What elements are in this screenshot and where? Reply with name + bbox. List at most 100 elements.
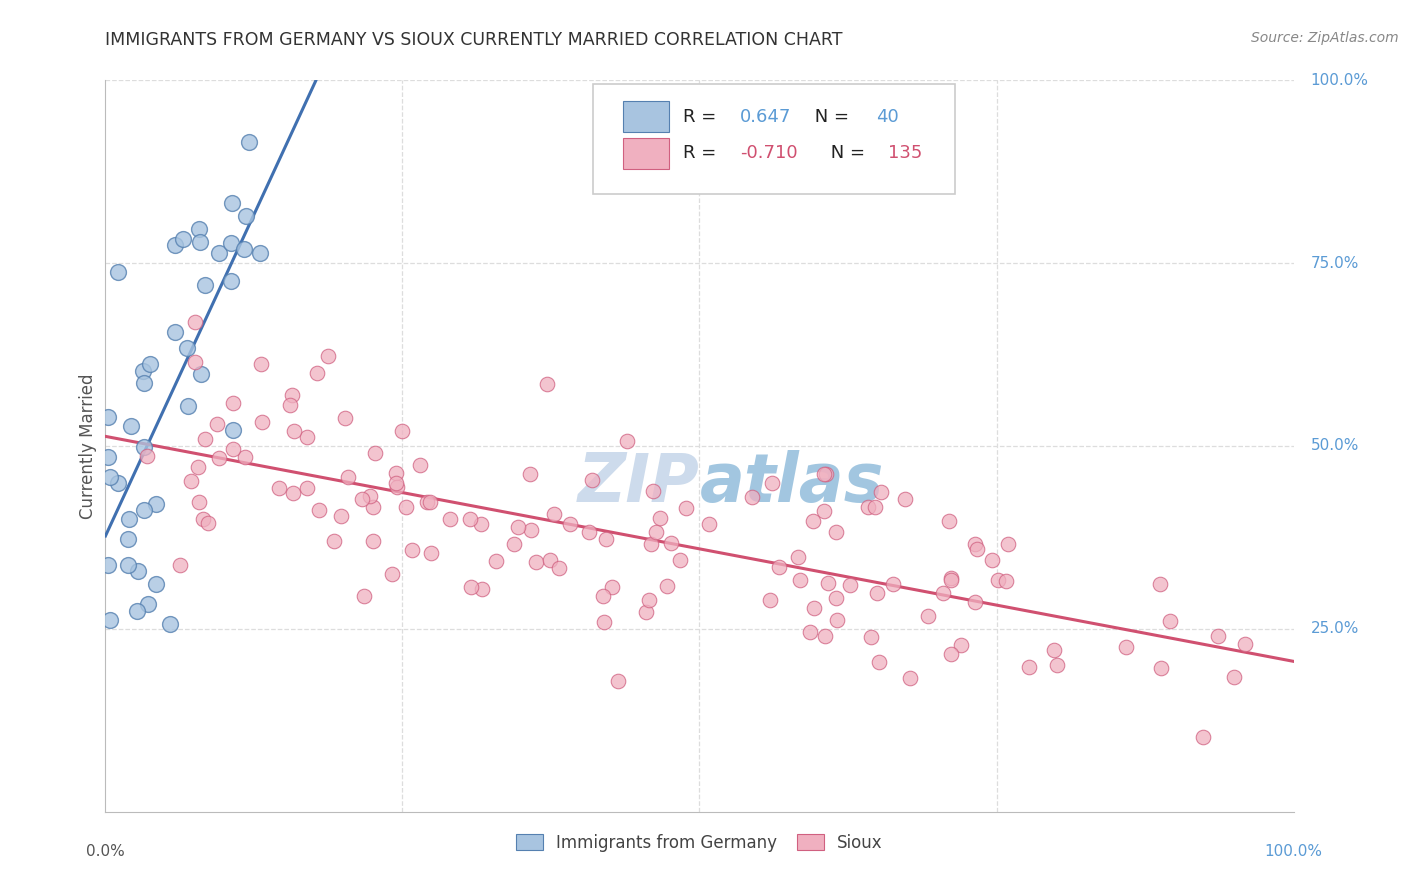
Point [866, 586, 889, 600]
Point [697, 516, 720, 531]
Point [1159, 614, 1181, 628]
Point [359, 488, 381, 502]
Point [391, 425, 413, 439]
Point [931, 585, 953, 599]
Point [233, 450, 256, 464]
Point [308, 503, 330, 517]
Text: IMMIGRANTS FROM GERMANY VS SIOUX CURRENTLY MARRIED CORRELATION CHART: IMMIGRANTS FROM GERMANY VS SIOUX CURRENT… [105, 31, 844, 49]
Point [644, 525, 666, 540]
Point [107, 265, 129, 279]
Text: 25.0%: 25.0% [1310, 622, 1358, 636]
Point [963, 595, 986, 609]
Point [197, 516, 219, 531]
Point [159, 616, 181, 631]
Point [638, 592, 661, 607]
Point [592, 615, 614, 630]
Point [981, 553, 1004, 567]
Point [118, 512, 141, 526]
Point [595, 533, 617, 547]
Point [385, 466, 408, 480]
Point [316, 350, 339, 364]
Point [1234, 637, 1257, 651]
Point [817, 576, 839, 591]
Point [120, 419, 142, 434]
Point [813, 467, 835, 481]
Point [283, 486, 305, 500]
Point [675, 501, 697, 516]
Point [538, 553, 561, 567]
Point [547, 560, 569, 574]
Point [917, 608, 939, 623]
Text: 0.647: 0.647 [740, 108, 792, 126]
Point [190, 367, 212, 381]
Point [364, 446, 387, 460]
Point [420, 546, 443, 560]
Point [333, 410, 356, 425]
Point [581, 473, 603, 487]
Point [416, 495, 439, 509]
Point [799, 625, 821, 640]
Point [858, 500, 880, 514]
Point [458, 512, 481, 526]
Point [824, 591, 846, 605]
Point [385, 480, 408, 494]
Point [97, 450, 120, 464]
Point [1206, 629, 1229, 643]
Point [295, 482, 318, 496]
Point [169, 558, 191, 572]
Point [184, 355, 207, 369]
Point [132, 440, 155, 454]
Point [526, 555, 548, 569]
Point [636, 605, 658, 619]
Text: 40: 40 [876, 108, 900, 126]
Point [222, 442, 245, 457]
Point [107, 476, 129, 491]
Point [643, 484, 665, 499]
Point [238, 135, 260, 149]
Point [249, 245, 271, 260]
Point [803, 600, 825, 615]
Legend: Immigrants from Germany, Sioux: Immigrants from Germany, Sioux [509, 827, 890, 858]
Point [235, 210, 257, 224]
Point [409, 458, 432, 472]
Point [759, 593, 782, 607]
Point [761, 476, 783, 491]
Point [352, 492, 374, 507]
Point [606, 674, 628, 689]
Point [139, 357, 162, 371]
Text: 75.0%: 75.0% [1310, 256, 1358, 270]
Point [384, 475, 406, 490]
Point [485, 554, 508, 568]
Point [669, 553, 692, 567]
Point [395, 500, 418, 515]
Text: 135: 135 [889, 145, 922, 162]
Point [470, 517, 492, 532]
Point [1222, 670, 1244, 684]
Text: R =: R = [683, 145, 721, 162]
Point [813, 504, 835, 518]
Point [97, 558, 120, 572]
Point [221, 196, 243, 211]
Point [966, 542, 988, 557]
Point [125, 604, 148, 618]
Point [221, 274, 243, 288]
Point [1150, 661, 1173, 675]
Point [786, 550, 808, 565]
FancyBboxPatch shape [623, 138, 669, 169]
Point [898, 671, 921, 685]
Text: atlas: atlas [700, 450, 884, 516]
Point [233, 243, 256, 257]
Point [361, 500, 384, 515]
Point [640, 537, 662, 551]
Point [219, 235, 242, 250]
Point [503, 537, 526, 551]
Point [188, 495, 211, 509]
Point [1149, 577, 1171, 591]
Text: R =: R = [683, 108, 721, 126]
Point [145, 576, 167, 591]
Point [295, 430, 318, 444]
Point [741, 490, 763, 504]
Point [180, 474, 202, 488]
Point [997, 537, 1019, 551]
Point [172, 232, 194, 246]
